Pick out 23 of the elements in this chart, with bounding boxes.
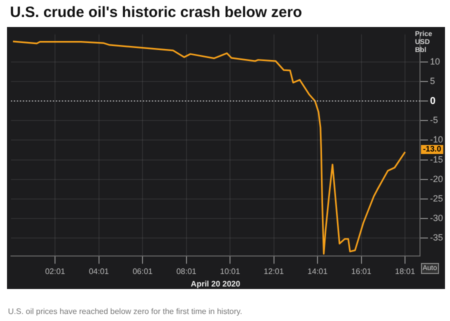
y-tick-label: -5 (430, 115, 438, 126)
x-tick-label: 02:01 (45, 266, 66, 276)
y-tick-label: -25 (430, 193, 444, 204)
y-tick-label: -15 (430, 154, 444, 164)
x-axis-title: April 20 2020 (190, 279, 241, 288)
x-tick-label: 06:01 (132, 266, 154, 276)
y-tick-label: -30 (430, 213, 444, 224)
x-tick-label: 12:01 (264, 266, 284, 276)
x-tick-label: 18:01 (395, 266, 416, 276)
x-tick-label: 10:01 (220, 266, 241, 276)
chart-title: U.S. crude oil's historic crash below zero (10, 4, 302, 21)
y-tick-label: 5 (430, 76, 436, 86)
y-tick-label: -20 (430, 174, 444, 184)
x-tick-label: 16:01 (351, 266, 372, 276)
y-tick-label: 0 (430, 96, 436, 107)
text: -13.0 (422, 144, 442, 154)
y-tick-label: 10 (430, 56, 440, 66)
y-tick-label: -10 (430, 134, 444, 145)
x-tick-label: 14:01 (308, 266, 328, 276)
x-tick-label: 08:01 (176, 266, 197, 276)
x-tick-label: 04:01 (88, 266, 110, 276)
text: U.S. oil prices have reached below zero for the first time in history. (8, 307, 242, 316)
y-tick-label: -35 (430, 232, 444, 243)
